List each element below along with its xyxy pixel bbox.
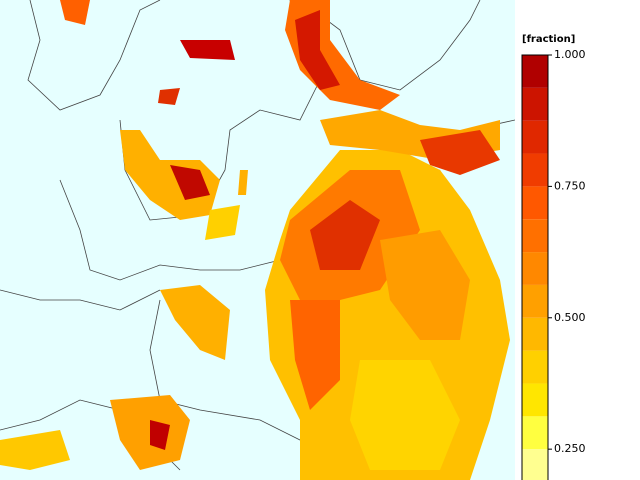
colorbar-band [522, 186, 548, 220]
colorbar-label: [fraction] [522, 34, 575, 45]
field-patches [0, 0, 510, 480]
colorbar-band [522, 284, 548, 318]
colorbar-tick-label: 0.500 [554, 311, 586, 324]
colorbar-band [522, 350, 548, 384]
colorbar-band [522, 153, 548, 187]
map [0, 0, 515, 480]
colorbar-band [522, 87, 548, 121]
colorbar-band [522, 55, 548, 88]
colorbar-band [522, 383, 548, 417]
colorbar-tick-label: 0.250 [554, 442, 586, 455]
colorbar-tick-label: 0.750 [554, 179, 586, 192]
colorbar-tick-label: 1.000 [554, 48, 586, 61]
colorbar-band [522, 416, 548, 450]
colorbar-band [522, 252, 548, 285]
colorbar-band [522, 449, 548, 480]
colorbar-band [522, 317, 548, 351]
colorbar-frame [521, 54, 549, 480]
colorbar-band [522, 120, 548, 154]
colorbar-band [522, 219, 548, 253]
